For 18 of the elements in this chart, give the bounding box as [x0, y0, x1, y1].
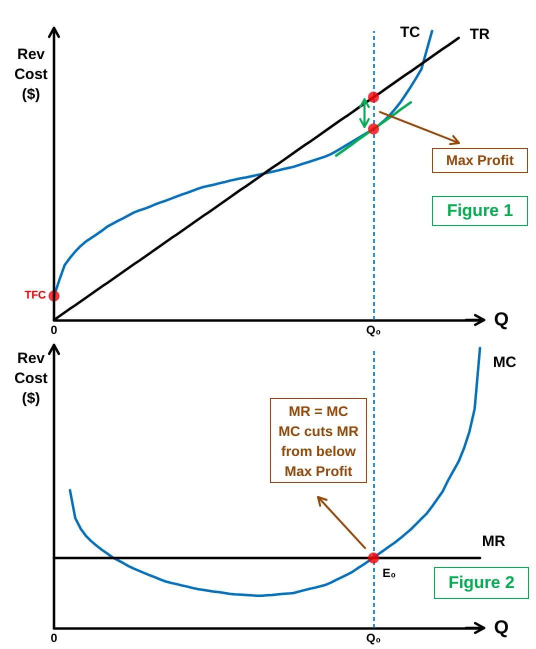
- series-label: TR: [470, 26, 490, 44]
- annotation: Figure 2: [434, 567, 529, 599]
- y-axis-title: Rev Cost ($): [13, 45, 49, 105]
- y-axis-title: Rev Cost ($): [13, 349, 49, 409]
- series-label: MC: [493, 354, 516, 372]
- x-axis-title: Q: [494, 618, 509, 638]
- x-tick-label: Q₀: [366, 631, 381, 645]
- annotation: Figure 1: [432, 196, 528, 226]
- series-label: TC: [400, 24, 420, 42]
- annotation: TFC: [24, 289, 46, 303]
- x-tick-label: 0: [50, 323, 58, 337]
- x-tick-label: 0: [50, 631, 58, 645]
- annotation: E₀: [382, 566, 396, 580]
- series-label: MR: [482, 533, 506, 551]
- x-axis-title: Q: [494, 310, 509, 330]
- annotation: Max Profit: [432, 148, 528, 173]
- annotation: MR = MC MC cuts MR from below Max Profit: [270, 398, 367, 483]
- x-tick-label: Q₀: [366, 323, 381, 337]
